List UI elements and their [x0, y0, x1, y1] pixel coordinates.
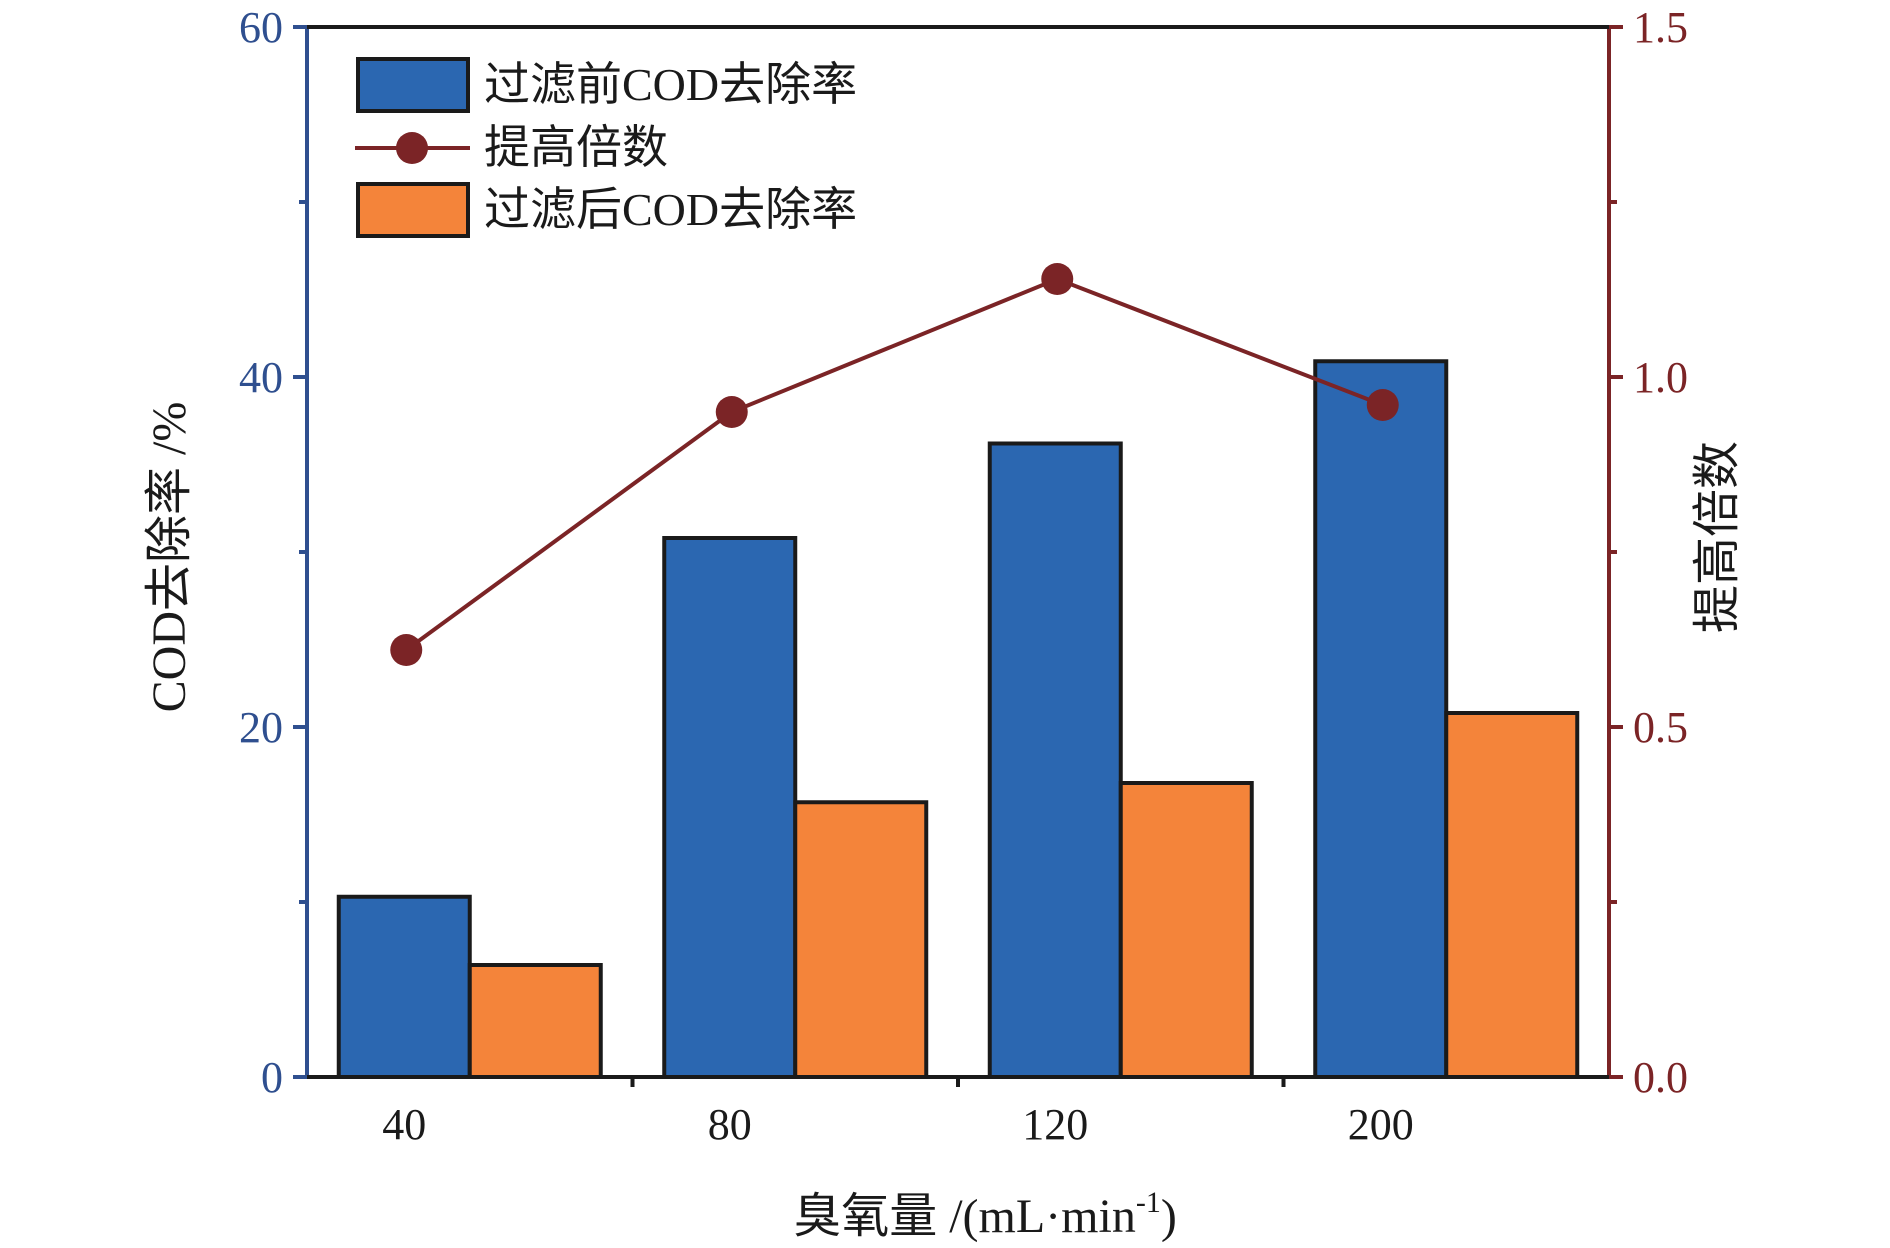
y-axis-right-title: 提高倍数 [1691, 441, 1744, 633]
ratio-point-80 [715, 396, 748, 428]
x-tick-label-120: 120 [1022, 1100, 1088, 1149]
x-tick-label-80: 80 [708, 1100, 752, 1149]
x-axis-title: 臭氧量 /(mL·min-1) [793, 1186, 1177, 1243]
legend-marker-ratio [396, 132, 428, 164]
legend-swatch-after [356, 182, 470, 238]
y-axis-left-title: COD去除率 /% [143, 402, 196, 713]
y-right-tick-label-1.0: 1.0 [1633, 353, 1688, 402]
bar-before-200 [1313, 359, 1449, 1079]
ratio-point-200 [1366, 389, 1399, 421]
bar-before-120 [987, 441, 1123, 1079]
bar-after-80 [793, 800, 929, 1079]
x-axis-title-close: ) [1161, 1190, 1177, 1243]
x-tick-label-200: 200 [1348, 1100, 1414, 1149]
y-left-tick-label-0: 0 [261, 1053, 283, 1102]
y-left-tick-label-60: 60 [239, 3, 283, 52]
legend-label-before: 过滤前COD去除率 [484, 59, 857, 110]
bar-after-40 [467, 963, 603, 1079]
y-right-tick-label-0.5: 0.5 [1633, 703, 1688, 752]
bar-after-200 [1444, 711, 1580, 1079]
y-right-tick-label-1.5: 1.5 [1633, 3, 1688, 52]
bar-after-120 [1118, 781, 1254, 1079]
legend-label-ratio: 提高倍数 [484, 122, 668, 173]
legend-swatch-before [356, 57, 470, 113]
legend-label-after: 过滤后COD去除率 [484, 184, 857, 235]
x-tick-label-40: 40 [382, 1100, 426, 1149]
bar-before-80 [662, 536, 798, 1079]
x-axis-title-main: 臭氧量 /(mL·min [793, 1190, 1136, 1243]
line-layer [390, 263, 1399, 666]
y-left-tick-label-40: 40 [239, 353, 283, 402]
y-left-tick-label-20: 20 [239, 703, 283, 752]
ratio-point-120 [1041, 263, 1074, 295]
ratio-line [405, 276, 1384, 652]
y-right-tick-label-0.0: 0.0 [1633, 1053, 1688, 1102]
legend: 过滤前COD去除率 提高倍数 过滤后COD去除率 [355, 57, 857, 238]
bar-before-40 [336, 894, 472, 1079]
x-axis-title-sup: -1 [1136, 1186, 1161, 1219]
ticks-layer: 0 20 40 60 0.0 0.5 1.0 1.5 40 80 120 200 [239, 3, 1688, 1149]
bars-layer [336, 359, 1580, 1079]
ratio-point-40 [390, 634, 423, 666]
